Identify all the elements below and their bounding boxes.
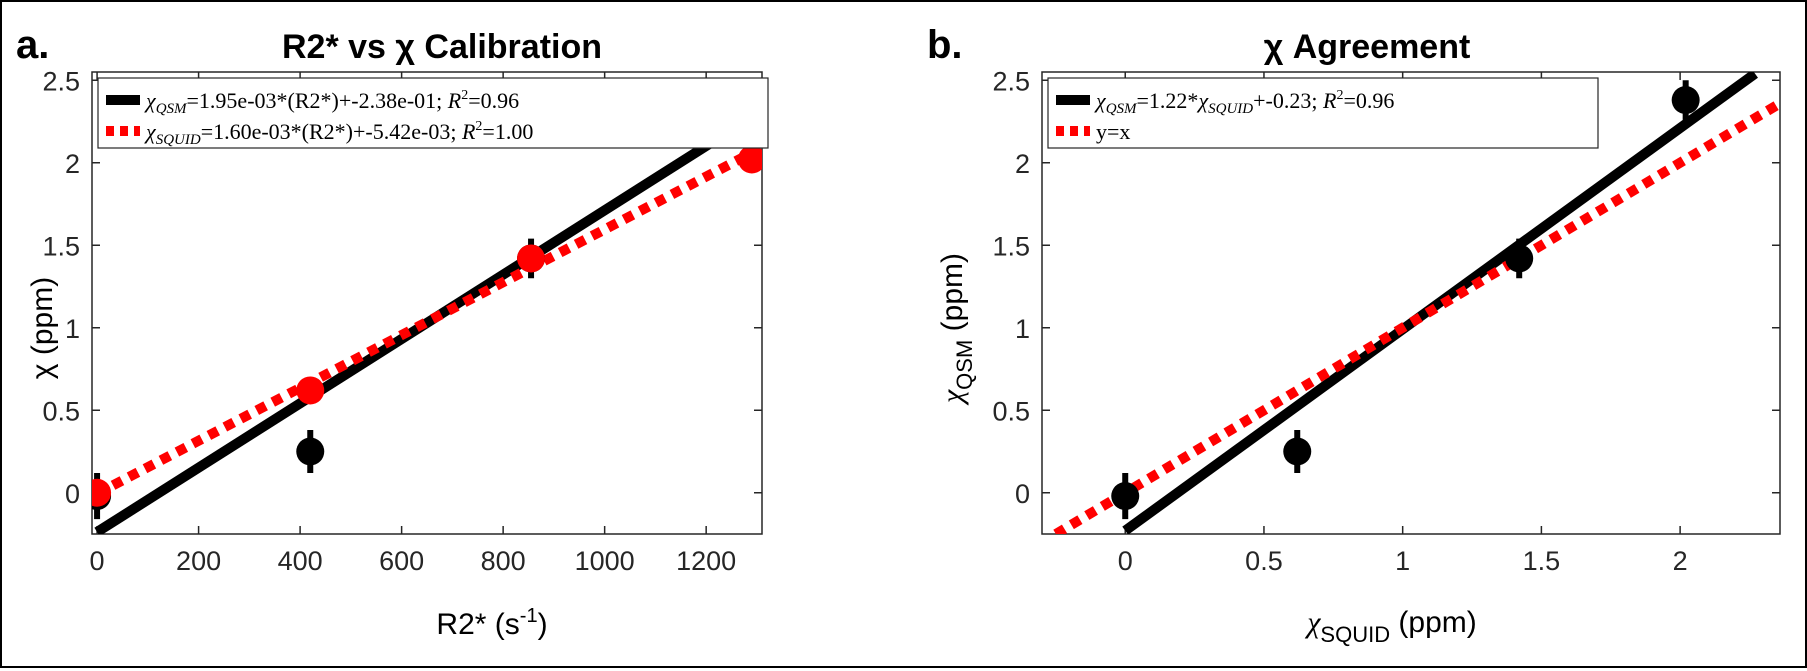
plot-content [1053,72,1780,534]
qsm-data-point [1505,244,1534,273]
legend-entry-text: y=x [1096,119,1130,144]
legend-box [1047,77,1599,149]
x-tick-label: 400 [278,546,323,576]
qsm-data-point [1283,437,1312,466]
qsm-data-point [1111,482,1140,511]
x-tick-label: 2 [1673,546,1688,576]
y-tick-label: 1.5 [42,231,80,261]
squid-data-point [517,244,546,273]
panel-a-label: a. [16,23,49,67]
panel-a-title: R2* vs χ Calibration [282,28,602,66]
panel-b-title: χ Agreement [1264,28,1471,66]
axes-box [91,71,763,535]
panel-b-ylabel: χQSM (ppm) [936,253,977,406]
panel-a-ylabel: χ (ppm) [26,277,59,379]
qsm-data-point [1671,86,1700,115]
y-tick-label: 1 [65,314,80,344]
y-tick-label: 0 [1015,479,1030,509]
axes-box [1041,71,1781,535]
x-tick-label: 200 [176,546,221,576]
dotted-fit-line [1053,99,1780,534]
x-tick-label: 1000 [575,546,635,576]
x-tick-label: 0 [1118,546,1133,576]
y-tick-label: 2.5 [992,66,1030,96]
x-tick-label: 1 [1395,546,1410,576]
legend-entry-text: χQSM=1.22*χSQUID+-0.23; R2=0.96 [1094,88,1394,117]
dotted-fit-line [94,148,755,499]
y-tick-label: 1.5 [992,231,1030,261]
y-tick-label: 2 [65,149,80,179]
y-tick-label: 0.5 [992,396,1030,426]
panel-b-label: b. [927,23,963,67]
y-tick-label: 1 [1015,314,1030,344]
y-tick-label: 2 [1015,149,1030,179]
legend-entry-text: χQSM=1.95e-03*(R2*)+-2.38e-01; R2=0.96 [144,88,519,117]
x-tick-label: 0 [90,546,105,576]
legend-box [97,77,769,149]
panel-a-plot-area: 0 200 400 600 800 1000 1200 0 0.5 1 1.5 2 2.5 χQSM=1.… [42,66,769,576]
x-tick-label: 0.5 [1245,546,1283,576]
x-tick-label: 1.5 [1523,546,1561,576]
squid-data-point [92,478,112,507]
squid-data-point [296,376,325,405]
y-tick-label: 2.5 [42,66,80,96]
panel-b-plot-area: 0 0.5 1 1.5 2 0 0.5 1 1.5 2 2.5 χQSM=1.22*χSQUID+-0… [992,66,1781,576]
squid-data-point [737,145,762,174]
y-tick-label: 0.5 [42,396,80,426]
legend-entry-text: χSQUID=1.60e-03*(R2*)+-5.42e-03; R2=1.00 [144,119,533,148]
x-tick-label: 800 [481,546,526,576]
solid-fit-line [1122,72,1758,534]
panel-a-xlabel: R2* (s-1) [436,605,547,641]
panel-b-xlabel: χSQUID (ppm) [1304,606,1477,647]
x-tick-label: 1200 [676,546,736,576]
y-tick-label: 0 [65,479,80,509]
qsm-data-point [296,437,325,466]
x-tick-label: 600 [379,546,424,576]
